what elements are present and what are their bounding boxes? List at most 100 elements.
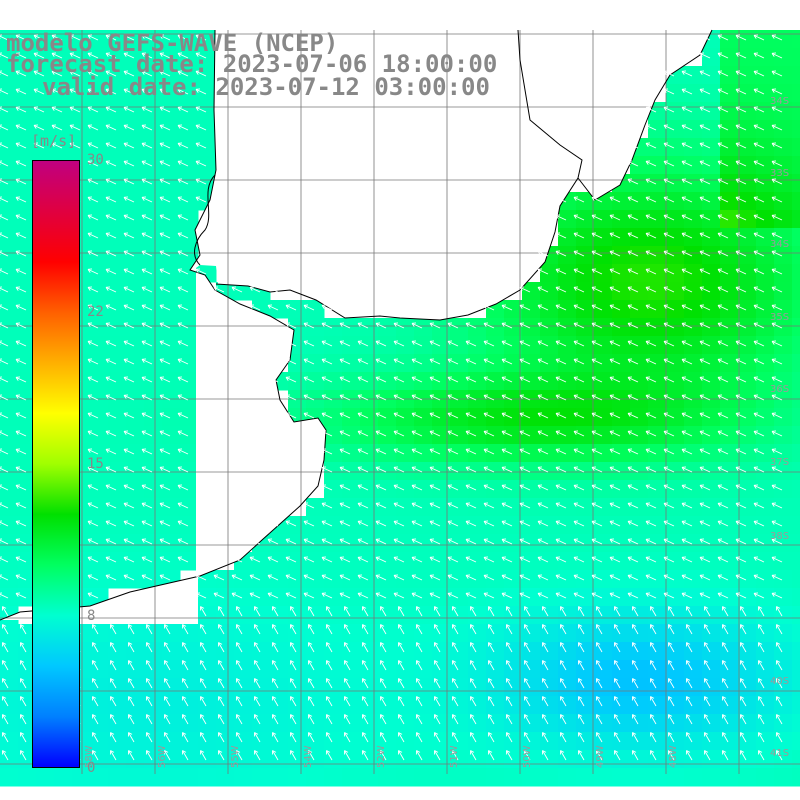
wind-arrow-head [555, 413, 559, 417]
wind-arrow [0, 233, 9, 239]
wind-arrow-head [159, 107, 163, 111]
wind-arrow [0, 161, 9, 167]
wind-arrow [308, 642, 315, 653]
field-cell [126, 246, 145, 265]
wind-arrow [141, 286, 153, 293]
wind-arrow-head [609, 395, 613, 399]
wind-arrow [668, 606, 675, 617]
field-cell [432, 570, 451, 589]
wind-arrow [452, 660, 459, 671]
field-cell [396, 426, 415, 445]
wind-arrow [735, 394, 747, 401]
wind-arrow [555, 304, 567, 311]
field-cell [774, 282, 793, 301]
wind-arrow [123, 340, 135, 347]
wind-arrow [87, 340, 99, 347]
wind-arrow-head [681, 269, 685, 273]
wind-arrow-head [33, 71, 37, 75]
wind-arrow [0, 89, 9, 95]
wind-arrow-head [627, 179, 631, 183]
wind-arrow-head [645, 359, 649, 363]
wind-arrow-head [578, 642, 583, 645]
field-cell [90, 444, 109, 463]
wind-arrow-head [609, 287, 613, 291]
wind-arrow-head [699, 143, 703, 147]
field-cell [0, 120, 19, 139]
wind-arrow-head [339, 359, 343, 363]
field-cell [432, 588, 451, 607]
field-cell [594, 336, 613, 355]
wind-arrow [699, 448, 711, 455]
wind-arrow-head [717, 485, 721, 489]
wind-arrow-head [591, 467, 595, 471]
field-cell [792, 102, 800, 121]
wind-arrow [159, 160, 171, 167]
wind-arrow [555, 466, 567, 473]
wind-arrow [735, 340, 747, 347]
wind-arrow [321, 376, 333, 383]
field-cell [738, 498, 757, 517]
wind-arrow-head [627, 413, 631, 417]
wind-arrow [699, 520, 711, 527]
wind-arrow [555, 556, 567, 563]
wind-arrow-head [596, 642, 601, 645]
wind-arrow [704, 624, 711, 635]
wind-arrow [465, 556, 477, 563]
wind-arrow-head [627, 539, 631, 543]
wind-arrow-head [2, 624, 7, 627]
field-cell [738, 318, 757, 337]
wind-arrow [195, 70, 207, 77]
wind-arrow-head [699, 413, 703, 417]
wind-arrow-head [753, 377, 757, 381]
wind-arrow [105, 70, 117, 77]
field-cell [666, 372, 685, 391]
wind-arrow [681, 178, 693, 185]
wind-arrow-head [735, 251, 739, 255]
field-cell [630, 570, 649, 589]
wind-arrow [717, 124, 729, 131]
wind-arrow-head [519, 431, 523, 435]
wind-arrow [2, 678, 9, 689]
wind-arrow [141, 106, 153, 113]
field-cell [0, 444, 19, 463]
wind-arrow [344, 624, 351, 635]
field-cell [612, 426, 631, 445]
wind-arrow-head [704, 606, 709, 609]
wind-arrow-head [627, 359, 631, 363]
wind-arrow [591, 250, 603, 257]
field-cell [90, 768, 109, 787]
wind-arrow-head [87, 53, 91, 57]
wind-arrow-head [501, 593, 505, 597]
wind-arrow-head [686, 660, 691, 663]
wind-arrow [609, 286, 621, 293]
field-cell [594, 408, 613, 427]
wind-arrow [753, 196, 765, 203]
wind-arrow-head [15, 485, 19, 489]
wind-arrow-head [164, 642, 169, 645]
field-cell [576, 534, 595, 553]
wind-arrow-head [69, 107, 73, 111]
wind-arrow [123, 160, 135, 167]
wind-arrow-head [537, 359, 541, 363]
field-cell [126, 426, 145, 445]
wind-arrow [681, 268, 693, 275]
wind-arrow [537, 358, 549, 365]
wind-arrow [686, 642, 693, 653]
wind-arrow-head [105, 341, 109, 345]
field-cell [54, 120, 73, 139]
wind-arrow [681, 196, 693, 203]
wind-arrow-head [393, 449, 397, 453]
field-cell [792, 750, 800, 769]
field-cell [180, 138, 199, 157]
field-cell [126, 534, 145, 553]
wind-arrow-head [627, 305, 631, 309]
field-cell [468, 570, 487, 589]
wind-arrow [537, 448, 549, 455]
field-cell [414, 444, 433, 463]
wind-arrow-head [609, 467, 613, 471]
field-cell [54, 30, 73, 49]
wind-arrow [663, 178, 675, 185]
wind-arrow-head [447, 341, 451, 345]
field-cell [576, 246, 595, 265]
wind-arrow [182, 642, 189, 653]
